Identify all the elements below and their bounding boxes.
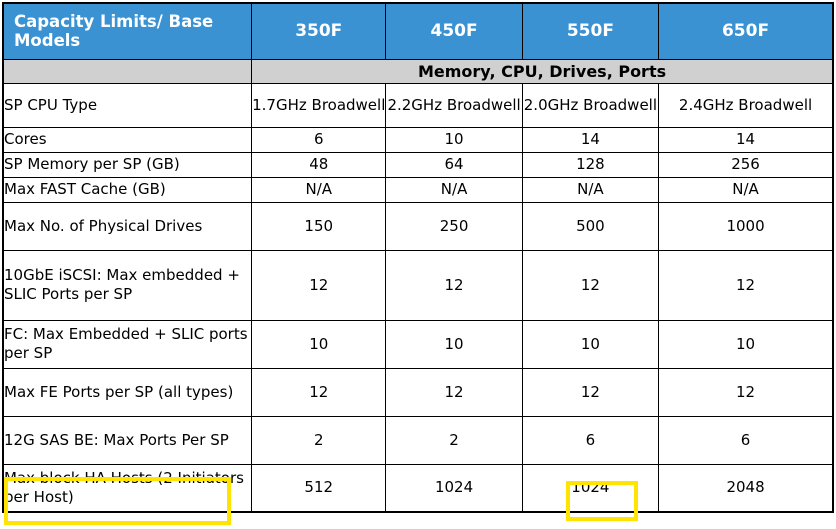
row-label-max-fast-cache: Max FAST Cache (GB) bbox=[2, 176, 253, 203]
row-label-max-fe-ports: Max FE Ports per SP (all types) bbox=[2, 367, 253, 417]
table-row: 10GbE iSCSI: Max embedded + SLIC Ports p… bbox=[2, 249, 834, 321]
cell-sp-memory-650f: 256 bbox=[658, 151, 834, 178]
column-header-650f: 650F bbox=[658, 2, 834, 60]
section-header-memory-cpu-drives-ports: Memory, CPU, Drives, Ports bbox=[251, 58, 834, 84]
table-row: Max FE Ports per SP (all types) 12 12 12… bbox=[2, 367, 834, 417]
cell-max-fast-cache-350f: N/A bbox=[251, 176, 387, 203]
cell-ha-hosts-350f: 512 bbox=[251, 463, 387, 513]
cell-iscsi-ports-350f: 12 bbox=[251, 249, 387, 321]
section-header-row: Memory, CPU, Drives, Ports bbox=[2, 58, 834, 84]
cell-iscsi-ports-650f: 12 bbox=[658, 249, 834, 321]
cell-sp-cpu-type-550f: 2.0GHz Broadwell bbox=[521, 82, 660, 128]
cell-fc-ports-350f: 10 bbox=[251, 319, 387, 369]
column-header-450f: 450F bbox=[385, 2, 523, 60]
cell-physical-drives-650f: 1000 bbox=[658, 201, 834, 251]
row-label-fc-ports: FC: Max Embedded + SLIC ports per SP bbox=[2, 319, 253, 369]
cell-ha-hosts-550f: 1024 bbox=[521, 463, 660, 513]
cell-ha-hosts-650f: 2048 bbox=[658, 463, 834, 513]
cell-fc-ports-650f: 10 bbox=[658, 319, 834, 369]
cell-max-fast-cache-550f: N/A bbox=[521, 176, 660, 203]
table-row: Max No. of Physical Drives 150 250 500 1… bbox=[2, 201, 834, 251]
row-label-max-block-ha-hosts: Max block HA Hosts (2 Initiators per Hos… bbox=[2, 463, 253, 513]
cell-cores-650f: 14 bbox=[658, 126, 834, 153]
cell-physical-drives-550f: 500 bbox=[521, 201, 660, 251]
section-header-spacer bbox=[2, 58, 253, 84]
capacity-limits-table: Capacity Limits/ Base Models 350F 450F 5… bbox=[2, 2, 834, 513]
cell-fe-ports-350f: 12 bbox=[251, 367, 387, 417]
row-label-sp-cpu-type: SP CPU Type bbox=[2, 82, 253, 128]
row-label-sp-memory-per-sp: SP Memory per SP (GB) bbox=[2, 151, 253, 178]
cell-sp-cpu-type-650f: 2.4GHz Broadwell bbox=[658, 82, 834, 128]
cell-max-fast-cache-650f: N/A bbox=[658, 176, 834, 203]
cell-sp-cpu-type-350f: 1.7GHz Broadwell bbox=[251, 82, 387, 128]
table-row: Max block HA Hosts (2 Initiators per Hos… bbox=[2, 463, 834, 513]
cell-physical-drives-450f: 250 bbox=[385, 201, 523, 251]
cell-iscsi-ports-450f: 12 bbox=[385, 249, 523, 321]
cell-cores-350f: 6 bbox=[251, 126, 387, 153]
column-header-550f: 550F bbox=[521, 2, 660, 60]
column-header-capacity-limits: Capacity Limits/ Base Models bbox=[2, 2, 253, 60]
row-label-12g-sas-be-ports: 12G SAS BE: Max Ports Per SP bbox=[2, 415, 253, 465]
cell-ha-hosts-450f: 1024 bbox=[385, 463, 523, 513]
table-row: 12G SAS BE: Max Ports Per SP 2 2 6 6 bbox=[2, 415, 834, 465]
table-row: SP CPU Type 1.7GHz Broadwell 2.2GHz Broa… bbox=[2, 82, 834, 128]
cell-physical-drives-350f: 150 bbox=[251, 201, 387, 251]
cell-max-fast-cache-450f: N/A bbox=[385, 176, 523, 203]
cell-sas-be-ports-650f: 6 bbox=[658, 415, 834, 465]
cell-sp-memory-550f: 128 bbox=[521, 151, 660, 178]
column-header-350f: 350F bbox=[251, 2, 387, 60]
row-label-cores: Cores bbox=[2, 126, 253, 153]
cell-fe-ports-450f: 12 bbox=[385, 367, 523, 417]
cell-sas-be-ports-350f: 2 bbox=[251, 415, 387, 465]
cell-sp-memory-350f: 48 bbox=[251, 151, 387, 178]
row-label-10gbe-iscsi-ports: 10GbE iSCSI: Max embedded + SLIC Ports p… bbox=[2, 249, 253, 321]
cell-sas-be-ports-550f: 6 bbox=[521, 415, 660, 465]
table-row: Max FAST Cache (GB) N/A N/A N/A N/A bbox=[2, 176, 834, 203]
cell-iscsi-ports-550f: 12 bbox=[521, 249, 660, 321]
cell-fe-ports-650f: 12 bbox=[658, 367, 834, 417]
cell-fc-ports-550f: 10 bbox=[521, 319, 660, 369]
cell-cores-450f: 10 bbox=[385, 126, 523, 153]
row-label-max-no-physical-drives: Max No. of Physical Drives bbox=[2, 201, 253, 251]
cell-sp-memory-450f: 64 bbox=[385, 151, 523, 178]
cell-fe-ports-550f: 12 bbox=[521, 367, 660, 417]
cell-fc-ports-450f: 10 bbox=[385, 319, 523, 369]
table-header-row: Capacity Limits/ Base Models 350F 450F 5… bbox=[2, 2, 834, 60]
table-row: FC: Max Embedded + SLIC ports per SP 10 … bbox=[2, 319, 834, 369]
table-row: SP Memory per SP (GB) 48 64 128 256 bbox=[2, 151, 834, 178]
table-row: Cores 6 10 14 14 bbox=[2, 126, 834, 153]
cell-sp-cpu-type-450f: 2.2GHz Broadwell bbox=[385, 82, 523, 128]
cell-sas-be-ports-450f: 2 bbox=[385, 415, 523, 465]
cell-cores-550f: 14 bbox=[521, 126, 660, 153]
